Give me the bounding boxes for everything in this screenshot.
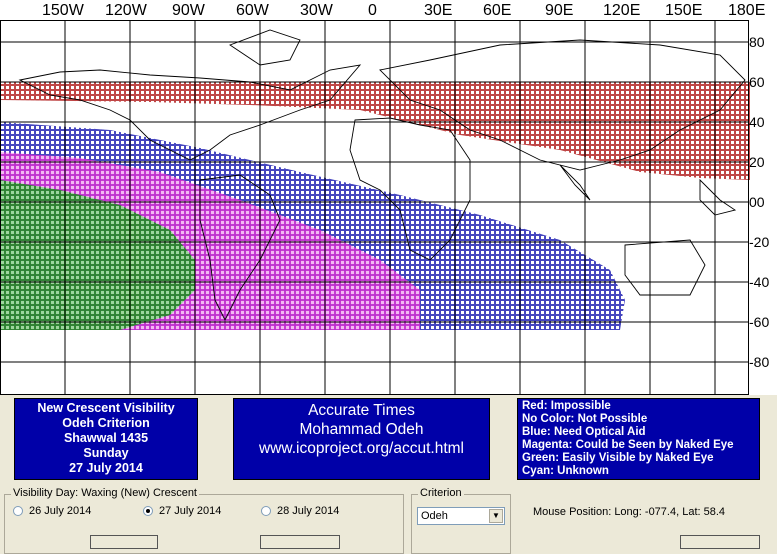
latitude-label: -60 <box>749 314 770 330</box>
author-line: Accurate Times <box>308 402 415 419</box>
longitude-label: 30E <box>424 2 453 19</box>
radio-circle[interactable] <box>261 506 271 516</box>
legend-panel: Red: Impossible No Color: Not Possible B… <box>517 398 760 480</box>
latitude-label: 60 <box>749 74 765 90</box>
radio-day-27[interactable]: 27 July 2014 <box>143 505 221 517</box>
latitude-label: 80 <box>749 34 765 50</box>
bottom-button-3[interactable] <box>680 535 760 549</box>
longitude-label: 60W <box>236 2 269 19</box>
author-line: Mohammad Odeh <box>299 421 424 438</box>
dropdown-arrow-icon[interactable]: ▼ <box>489 509 503 523</box>
radio-label: 26 July 2014 <box>29 505 92 517</box>
radio-day-28[interactable]: 28 July 2014 <box>261 505 339 517</box>
longitude-label: 180E <box>728 2 766 19</box>
criterion-group: Criterion Odeh ▼ <box>411 487 511 554</box>
latitude-label: -20 <box>749 234 770 250</box>
legend-item: Magenta: Could be Seen by Naked Eye <box>522 439 734 451</box>
longitude-label: 0 <box>368 2 377 19</box>
latitude-label: -80 <box>749 354 770 370</box>
green-zone <box>0 180 195 330</box>
radio-label: 27 July 2014 <box>159 505 222 517</box>
radio-circle[interactable] <box>13 506 23 516</box>
info-line: Shawwal 1435 <box>63 431 149 445</box>
longitude-label: 120E <box>603 2 641 19</box>
info-line: New Crescent Visibility <box>37 401 175 415</box>
legend-item: Cyan: Unknown <box>522 465 609 477</box>
legend-item: Blue: Need Optical Aid <box>522 426 646 438</box>
criterion-select[interactable]: Odeh ▼ <box>417 507 505 525</box>
legend-item: No Color: Not Possible <box>522 413 648 425</box>
longitude-label: 90W <box>172 2 205 19</box>
bottom-button-2[interactable] <box>260 535 340 549</box>
latitude-label: 40 <box>749 114 765 130</box>
legend-item: Green: Easily Visible by Naked Eye <box>522 452 714 464</box>
latitude-label: 00 <box>749 194 765 210</box>
criterion-value: Odeh <box>421 510 448 522</box>
map-canvas[interactable] <box>0 0 777 395</box>
info-line: Sunday <box>83 446 129 460</box>
visibility-day-group: Visibility Day: Waxing (New) Crescent 26… <box>4 487 404 554</box>
longitude-label: 30W <box>300 2 333 19</box>
visibility-map[interactable]: 150W 120W 90W 60W 30W 0 30E 60E 90E 120E 150E 180E … <box>0 0 777 395</box>
visibility-day-title: Visibility Day: Waxing (New) Crescent <box>11 487 199 499</box>
radio-circle-selected[interactable] <box>143 506 153 516</box>
latitude-label: -40 <box>749 274 770 290</box>
longitude-label: 120W <box>105 2 147 19</box>
red-zone <box>0 82 750 180</box>
longitude-label: 150W <box>42 2 84 19</box>
radio-day-26[interactable]: 26 July 2014 <box>13 505 91 517</box>
info-line: 27 July 2014 <box>69 461 143 475</box>
longitude-label: 150E <box>665 2 703 19</box>
legend-item: Red: Impossible <box>522 400 611 412</box>
longitude-label: 90E <box>545 2 574 19</box>
info-line: Odeh Criterion <box>62 416 150 430</box>
longitude-label: 60E <box>483 2 512 19</box>
criterion-title: Criterion <box>418 487 464 499</box>
latitude-label: 20 <box>749 154 765 170</box>
mouse-position-readout: Mouse Position: Long: -077.4, Lat: 58.4 <box>533 506 726 518</box>
grid-lines <box>0 20 749 395</box>
radio-label: 28 July 2014 <box>277 505 340 517</box>
author-panel: Accurate Times Mohammad Odeh www.icoproj… <box>233 398 490 480</box>
crescent-info-panel: New Crescent Visibility Odeh Criterion S… <box>14 398 198 480</box>
author-url: www.icoproject.org/accut.html <box>258 440 465 457</box>
bottom-button-1[interactable] <box>90 535 158 549</box>
